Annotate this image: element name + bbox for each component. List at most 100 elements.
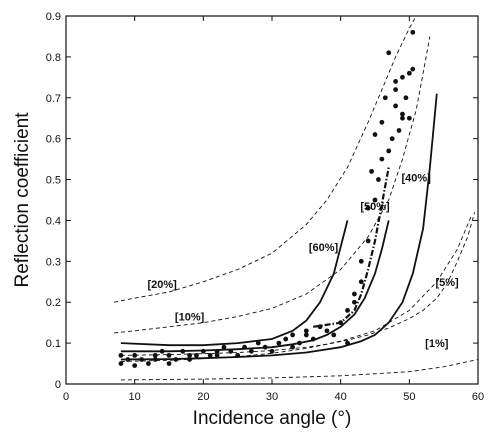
x-tick-label: 0: [63, 391, 69, 403]
series-line-dashed: [120, 212, 476, 356]
data-point: [118, 361, 124, 366]
data-point: [303, 328, 309, 334]
data-point: [152, 352, 158, 358]
data-point: [369, 168, 374, 174]
data-point: [303, 332, 309, 338]
y-tick-label: 0.6: [46, 134, 61, 146]
data-point: [214, 352, 220, 358]
data-point: [139, 357, 144, 362]
series-line-dashed: [114, 36, 431, 334]
data-point: [406, 115, 412, 121]
data-point: [221, 344, 227, 350]
data-point: [310, 336, 316, 342]
y-tick-label: 0.5: [46, 175, 61, 187]
data-point: [410, 66, 416, 72]
curve-layer: [114, 15, 479, 381]
data-point: [242, 344, 247, 350]
annotation-layer: [20%] [10%] [60%] [50%] [40%] [5%] [1%]: [147, 173, 459, 351]
data-point: [358, 279, 364, 285]
data-point: [406, 70, 412, 76]
data-point: [317, 324, 323, 330]
y-tick-label: 0.9: [46, 11, 61, 23]
curve-annotation: [1%]: [425, 338, 449, 350]
data-point: [152, 357, 158, 362]
data-point: [276, 340, 282, 346]
data-point: [410, 29, 416, 35]
data-point: [396, 128, 402, 133]
data-point: [187, 352, 193, 358]
data-point: [382, 95, 388, 101]
data-point: [403, 95, 409, 101]
data-point: [352, 291, 357, 297]
data-point: [345, 340, 350, 346]
data-point: [376, 177, 381, 182]
data-point: [118, 352, 124, 358]
data-point: [290, 344, 295, 350]
y-tick-label: 0.7: [46, 93, 61, 105]
data-point: [146, 361, 151, 366]
data-point: [393, 79, 398, 84]
y-tick-label: 0.3: [46, 256, 61, 268]
data-point: [159, 348, 165, 354]
curve-annotation: [10%]: [175, 312, 205, 324]
curve-annotation: [20%]: [147, 279, 177, 291]
series-line-dashed: [120, 359, 479, 381]
data-point: [187, 357, 193, 362]
data-point: [297, 340, 302, 346]
data-point: [365, 238, 371, 244]
data-point: [132, 352, 138, 358]
data-point: [125, 357, 131, 362]
y-tick-label: 0.8: [46, 52, 61, 64]
data-point: [207, 352, 213, 358]
curve-annotation: [5%]: [435, 277, 459, 289]
curve-annotation: [60%]: [309, 242, 339, 254]
data-point: [262, 344, 268, 350]
curve-annotation: [40%]: [402, 173, 432, 185]
data-point: [214, 348, 220, 354]
y-tick-label: 0.4: [46, 215, 61, 227]
data-point: [400, 111, 405, 117]
data-point: [365, 205, 371, 211]
data-point: [200, 348, 206, 354]
data-point: [166, 361, 172, 366]
series-line-solid: [120, 220, 390, 353]
data-point: [228, 348, 234, 354]
data-point: [400, 74, 405, 80]
data-point: [358, 258, 364, 264]
data-point: [352, 299, 357, 305]
x-axis-label: Incidence angle (°): [193, 408, 352, 429]
data-point: [345, 308, 350, 313]
y-tick-label: 0.1: [46, 338, 61, 350]
data-point: [372, 132, 378, 137]
y-tick-label: 0.2: [46, 297, 61, 309]
plot-frame: [65, 15, 479, 385]
data-point: [194, 352, 199, 358]
series-line-solid: [120, 220, 349, 347]
data-point: [290, 332, 295, 338]
data-point: [338, 320, 344, 326]
data-point: [393, 103, 398, 109]
data-point: [400, 115, 405, 121]
data-point: [331, 332, 337, 338]
x-tick-label: 60: [472, 391, 484, 403]
data-point: [372, 197, 378, 203]
data-point: [235, 352, 241, 358]
data-points-layer: [118, 29, 416, 368]
x-tick-label: 40: [335, 391, 347, 403]
data-point: [393, 87, 398, 92]
y-tick-label: 0: [55, 379, 61, 391]
series-line-dashdot: [313, 167, 390, 328]
tick-layer: 0 10 20 30 40 50 60 0 0.1 0.2 0.3 0.4 0.5 0.6 0.7 0.8 0.…: [46, 11, 484, 403]
data-point: [386, 50, 392, 56]
data-point: [386, 148, 392, 154]
data-point: [180, 348, 186, 354]
x-tick-label: 20: [197, 391, 209, 403]
data-point: [249, 348, 254, 354]
data-point: [283, 336, 289, 342]
x-tick-label: 30: [266, 391, 278, 403]
data-point: [255, 340, 261, 346]
data-point: [389, 136, 395, 142]
data-point: [132, 363, 138, 368]
series-line-dashed: [114, 15, 417, 303]
